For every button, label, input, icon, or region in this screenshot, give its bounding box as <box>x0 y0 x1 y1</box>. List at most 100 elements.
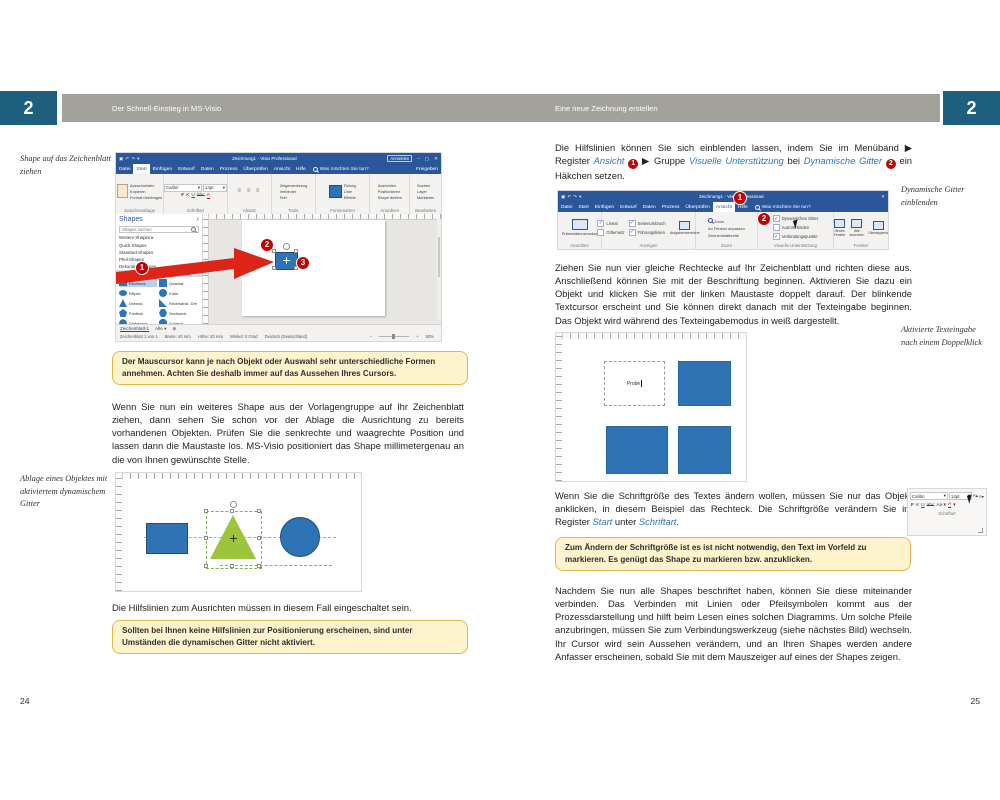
selection-handle[interactable] <box>230 564 234 568</box>
position-button[interactable]: Positionieren <box>377 188 401 194</box>
dialog-launcher-icon[interactable] <box>978 528 983 533</box>
tab-datei[interactable]: Datei <box>561 204 573 210</box>
tab-datei[interactable]: Datei <box>119 166 131 172</box>
zoom-slider[interactable] <box>379 334 410 339</box>
blue-circle-shape[interactable] <box>280 517 320 557</box>
selection-handle[interactable] <box>230 509 234 513</box>
collapse-panel-icon[interactable]: ‹ <box>196 216 199 223</box>
paste-icon[interactable] <box>117 184 128 198</box>
signin-button[interactable]: Anmelden <box>387 155 413 162</box>
effects-button[interactable]: Effekte <box>343 194 356 200</box>
checkbox-autoverbinden[interactable]: AutoVerbinden <box>772 224 819 231</box>
drawing-page[interactable] <box>122 479 361 591</box>
checkbox-fuehrungslinien[interactable]: ✓ Führungslinien <box>628 228 665 236</box>
zoom-in-button[interactable]: + <box>416 334 419 339</box>
tab-entwurf[interactable]: Entwurf <box>178 166 195 172</box>
grow-font-button[interactable]: A▴ <box>972 493 979 498</box>
page-width-button[interactable]: Zeichenblattbreite <box>708 232 739 238</box>
change-shape-button[interactable]: Shape ändern <box>377 194 403 200</box>
font-name-combo[interactable]: Calibri ▾ <box>164 183 202 192</box>
section-diagramm-mathematik[interactable]: Diagramm- und Mathematik-Shapes <box>116 270 202 277</box>
align-icons[interactable]: ≡ ≡ ≡ <box>237 188 262 194</box>
rotation-handle[interactable] <box>283 243 290 250</box>
tab-prozess[interactable]: Prozess <box>661 204 680 210</box>
drawing-page[interactable] <box>242 220 385 316</box>
shape-sechseck[interactable]: Sechseck <box>159 309 197 317</box>
italic-button[interactable]: K <box>186 192 190 198</box>
close-icon[interactable]: ✕ <box>881 193 885 199</box>
strikethrough-button[interactable]: abc <box>926 502 935 508</box>
tab-entwurf[interactable]: Entwurf <box>620 204 637 210</box>
selection-handle[interactable] <box>272 266 276 270</box>
tab-prozess[interactable]: Prozess <box>219 166 238 172</box>
tab-hilfe[interactable]: Hilfe <box>295 166 306 172</box>
section-pfeil-shapes[interactable]: Pfeil-Shapes <box>119 257 144 262</box>
shape-ellipse[interactable]: Ellipse <box>119 289 157 297</box>
shape-achteck[interactable]: Achteck <box>159 319 197 327</box>
tab-hilfe[interactable]: Hilfe <box>737 204 748 210</box>
font-size-combo[interactable]: 14pt. ▾ <box>948 492 972 500</box>
quick-styles-icon[interactable] <box>328 184 342 198</box>
quick-access-toolbar[interactable]: ▣ ↶ ↷ ▾ <box>561 193 582 199</box>
task-panes-button[interactable]: Aufgabenbereiche <box>669 230 700 235</box>
shape-rechteck[interactable]: Rechteck <box>119 279 157 287</box>
vertical-scrollbar[interactable] <box>437 219 441 319</box>
selection-handle[interactable] <box>257 509 261 513</box>
selection-handle[interactable] <box>294 249 298 253</box>
tab-ueberpruefen[interactable]: Überprüfen <box>243 166 268 172</box>
font-name-combo[interactable]: Calibri ▾ <box>910 492 948 500</box>
select-button[interactable]: Markieren <box>417 194 435 200</box>
all-sheets-dropdown[interactable]: Alle ▾ <box>155 326 167 331</box>
tab-einfuegen[interactable]: Einfügen <box>152 166 173 172</box>
text-tool-button[interactable]: Text <box>279 194 287 200</box>
rotation-handle[interactable] <box>230 501 237 508</box>
selection-handle[interactable] <box>272 249 276 253</box>
tell-me-search[interactable]: Was möchten Sie tun? <box>751 202 815 212</box>
shape-fuenfeck[interactable]: Fünfeck <box>119 309 157 317</box>
new-sheet-button[interactable]: ⊕ <box>172 326 177 331</box>
selection-handle[interactable] <box>257 536 261 540</box>
new-window-button[interactable]: Neues Fenster <box>834 218 846 237</box>
bold-button[interactable]: F <box>911 502 914 508</box>
shape-kreis[interactable]: Kreis <box>159 289 197 297</box>
tab-daten[interactable]: Daten <box>642 204 656 210</box>
checkbox-gitternetz[interactable]: Gitternetz <box>597 228 625 236</box>
arrange-all-button[interactable]: Alle anordnen <box>850 218 864 237</box>
shrink-font-button[interactable]: A▾ <box>979 493 984 499</box>
restore-icon[interactable]: ▢ <box>424 155 430 161</box>
blue-rectangle-shape[interactable] <box>606 426 668 474</box>
blue-rectangle-shape[interactable] <box>678 361 731 406</box>
find-button[interactable]: Suchen <box>417 182 431 188</box>
shapes-search-input[interactable]: Shapes suchen <box>119 226 199 233</box>
tab-einfuegen[interactable]: Einfügen <box>594 204 615 210</box>
quick-access-toolbar[interactable]: ▣ ↶ ↷ ▾ <box>119 155 140 161</box>
font-size-combo[interactable]: 14pt ▾ <box>203 183 227 192</box>
underline-button[interactable]: U <box>191 192 195 198</box>
tab-daten[interactable]: Daten <box>200 166 214 172</box>
checkbox-lineal[interactable]: ✓ Lineal <box>597 219 618 227</box>
bold-button[interactable]: F <box>181 192 185 198</box>
cut-button[interactable]: Ausschneiden <box>130 182 155 188</box>
close-icon[interactable]: ✕ <box>434 155 438 161</box>
line-button[interactable]: Linie <box>343 188 352 194</box>
section-standard-shapes[interactable]: Standard-Shapes <box>119 250 154 255</box>
zoom-out-button[interactable]: − <box>369 334 373 339</box>
zoom-level[interactable]: 50% <box>425 334 435 339</box>
tab-start[interactable]: Start <box>578 204 589 210</box>
fit-page-icon[interactable]: ▢ <box>441 334 442 339</box>
presentation-mode-icon[interactable] <box>571 219 588 230</box>
layer-button[interactable]: Layer <box>417 188 427 194</box>
checkbox-seitenumbruch[interactable]: ✓ Seitenumbruch <box>628 219 666 227</box>
blue-rectangle-shape[interactable] <box>678 426 731 474</box>
tab-ueberpruefen[interactable]: Überprüfen <box>685 204 710 210</box>
connector-tool-button[interactable]: Verbinder <box>279 188 297 194</box>
shape-dreieck[interactable]: Dreieck <box>119 299 157 307</box>
strikethrough-button[interactable]: abc <box>196 192 205 198</box>
font-color-button[interactable]: A <box>947 502 952 508</box>
copy-button[interactable]: Kopieren <box>130 188 146 194</box>
tab-ansicht[interactable]: Ansicht <box>273 166 290 172</box>
fill-button[interactable]: Füllung <box>343 182 357 188</box>
checkbox-verbindungspunkte[interactable]: ✓ Verbindungspunkte <box>772 233 818 240</box>
rectangle-text-editing[interactable]: Probe <box>604 361 665 406</box>
shape-siebeneck[interactable]: Siebeneck <box>119 319 157 327</box>
